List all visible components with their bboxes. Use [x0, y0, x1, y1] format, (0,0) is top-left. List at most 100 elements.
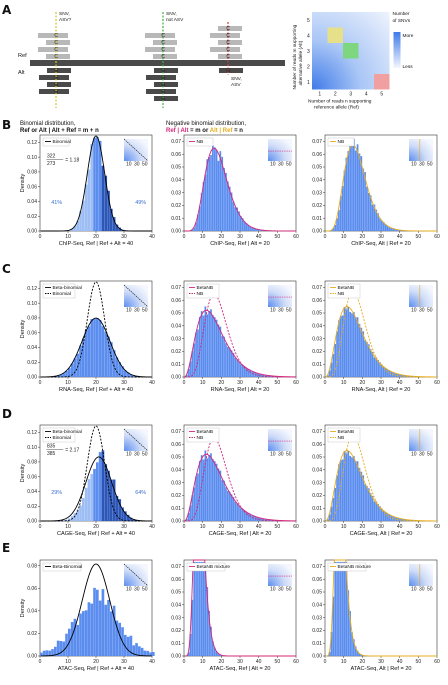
ytick-label: 0.07 [312, 139, 322, 145]
histogram-bar [251, 227, 253, 231]
histogram-bar [228, 186, 231, 231]
binomial-header-line1: Binomial distribution, [20, 121, 76, 127]
histogram-bar [84, 610, 88, 656]
histogram-bar [253, 227, 255, 231]
legend-label: Binomial [53, 139, 71, 145]
alt-read [39, 89, 69, 94]
ytick-label: 0.06 [312, 152, 322, 158]
histogram-bar [143, 650, 147, 656]
inset-tick: 50 [142, 162, 148, 168]
x-axis-label: CAGE-Seq, Alt | Ref = 20 [350, 531, 413, 537]
histogram-bar [87, 326, 91, 377]
snv-not-asv-label-1: SNV, [166, 11, 177, 17]
histogram-bar [87, 479, 91, 521]
xtick-label: 20 [360, 524, 366, 530]
histogram-panel: 0.00 0.01 0.02 0.03 0.04 0.05 0.06 0.07 0 10 20 30 4… [164, 556, 306, 681]
ratio-den: 385 [47, 451, 56, 457]
ref-base-glyph: C [54, 54, 58, 60]
histogram-bar [381, 364, 383, 377]
histogram-bar [132, 375, 136, 377]
histogram-bar [121, 507, 124, 521]
xtick-label: 20 [93, 234, 99, 240]
xtick-label: 40 [397, 524, 403, 530]
histogram-bar [247, 224, 250, 231]
histogram-bar [221, 479, 224, 521]
ref-base-glyph: C [54, 40, 58, 46]
histogram-bar [223, 168, 225, 231]
histogram-bar [358, 653, 361, 656]
ref-base-glyph: C [226, 33, 230, 39]
histogram-bar [232, 497, 235, 521]
histogram-bar [84, 184, 88, 231]
histogram-svg: 0.00 0.01 0.02 0.03 0.04 0.05 0.06 0.07 0 10 20 30 4… [312, 280, 440, 393]
inset-tick: 50 [286, 452, 292, 458]
ytick-label: 0.01 [171, 641, 181, 647]
ytick-label: 0.02 [171, 628, 181, 634]
inset-tick: 50 [427, 162, 433, 168]
histogram-bar [226, 346, 229, 377]
histogram-bar [206, 159, 209, 231]
histogram-bar [347, 450, 350, 521]
plot-frame [324, 559, 438, 657]
ytick-label: 0.05 [171, 165, 181, 171]
histogram-bar [371, 495, 374, 521]
xtick-label: 10 [65, 380, 71, 386]
histogram-bar [48, 650, 52, 656]
xtick-label: 0 [39, 234, 42, 240]
histogram-bar [210, 626, 212, 656]
ytick-label: 0.06 [27, 184, 37, 190]
xtick-label: 20 [360, 380, 366, 386]
legend-label: Beta-Binomial [53, 564, 83, 570]
histogram-bar [377, 504, 379, 521]
histogram-panel: 0.00 0.01 0.02 0.03 0.04 0.05 0.06 0.07 0 10 20 30 4… [305, 131, 447, 256]
histogram-bar [70, 622, 74, 656]
histogram-bar [204, 306, 207, 377]
ytick-label: 0.02 [27, 360, 37, 366]
panel-letter-d: D [2, 407, 12, 421]
histogram-bar [358, 323, 361, 377]
xtick-label: 40 [397, 234, 403, 240]
histogram-bar [110, 342, 113, 377]
histogram-bar [132, 645, 136, 656]
ref-base-glyph: C [54, 47, 58, 53]
ytick-label: 0.08 [27, 563, 37, 569]
x-axis-label: RNA-Seq, Ref | Alt = 20 [211, 387, 270, 393]
histogram-bar [394, 373, 396, 377]
legend-label: BetaNB mixture [197, 564, 231, 570]
histogram-bar [345, 453, 348, 521]
snv-count-heatmap: 1 2 3 4 5 1 2 3 4 5 Number of reads n supportingre… [292, 11, 414, 111]
alt-read [39, 75, 69, 80]
histogram-bar [104, 175, 108, 231]
histogram-bar [219, 470, 222, 521]
histogram-bar [138, 646, 141, 656]
histogram-bar [197, 561, 199, 656]
ref-read [218, 26, 242, 31]
histogram-panel: 0.00 0.02 0.04 0.06 0.08 0.10 0.12 0 10 20 30 40 Bin… [20, 131, 162, 256]
histogram-bar [234, 357, 237, 377]
histogram-bar [56, 375, 60, 377]
inset-tick: 30 [134, 452, 140, 458]
legend-label: Beta-binomial [53, 429, 82, 435]
histogram-bar [240, 216, 242, 231]
histogram-bar [362, 475, 365, 521]
histogram-bar [104, 464, 108, 521]
inset-tick: 30 [134, 162, 140, 168]
inset-heatmap: 10 30 50 [409, 564, 433, 593]
inset-tick: 10 [270, 587, 276, 593]
histogram-bar [382, 510, 385, 521]
histogram-bar [236, 207, 238, 231]
histogram-bar [349, 141, 351, 231]
histogram-bar [339, 195, 342, 231]
heatmap-xtick: 4 [365, 92, 368, 98]
xtick-label: 60 [293, 234, 299, 240]
xtick-label: 30 [378, 524, 384, 530]
ref-base-glyph: C [226, 54, 230, 60]
histogram-bar [245, 223, 248, 231]
inset-bg [409, 564, 433, 586]
histogram-bar [249, 513, 252, 521]
histogram-bar [212, 459, 214, 521]
histogram-bar [353, 639, 355, 656]
histogram-bar [354, 461, 357, 521]
histogram-bar [356, 461, 359, 521]
